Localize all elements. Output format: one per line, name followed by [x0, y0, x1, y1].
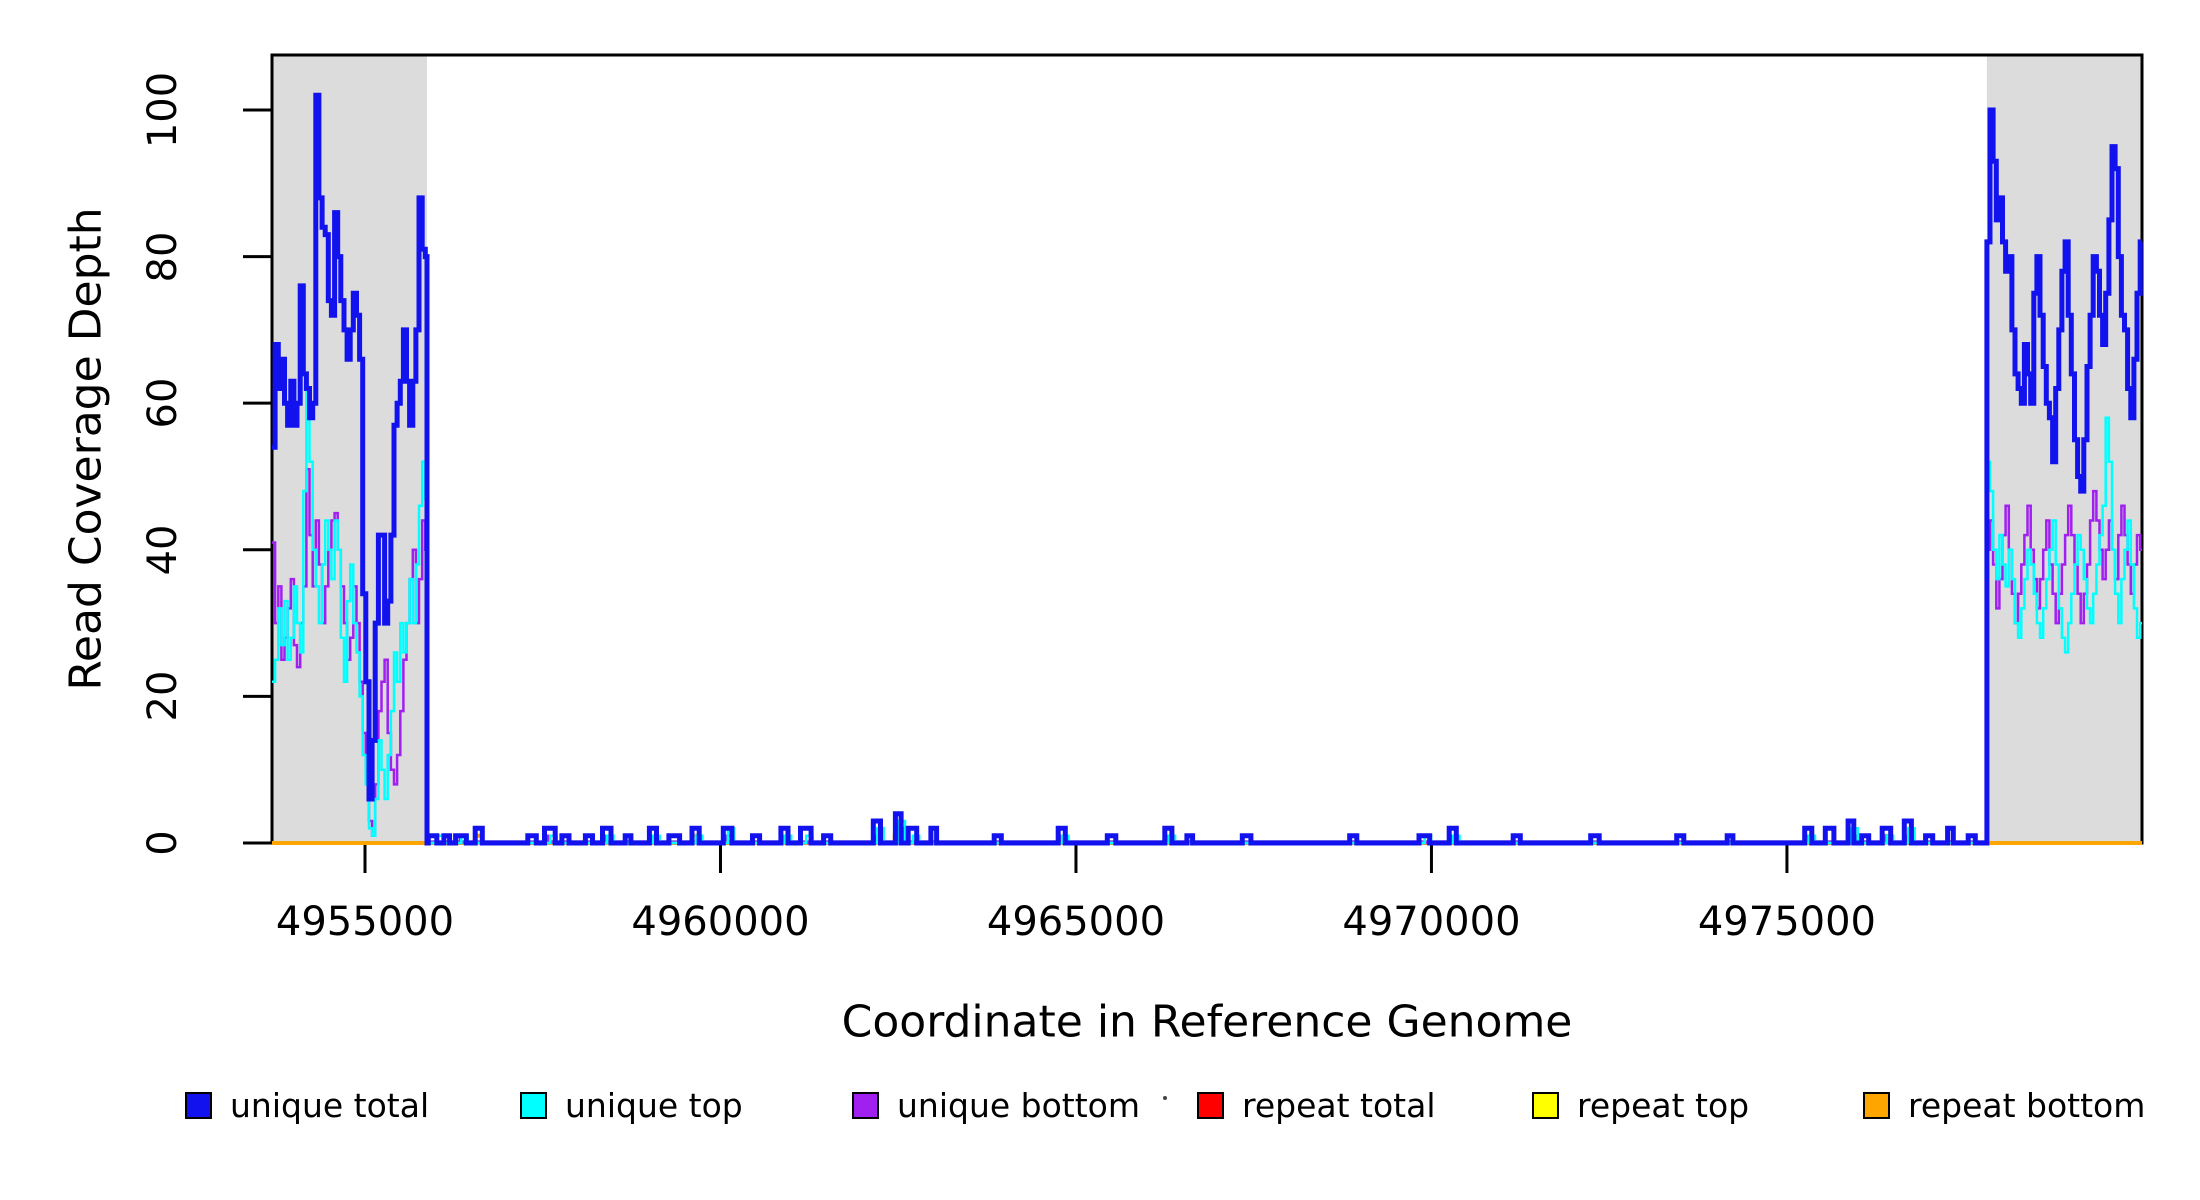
x-tick-label: 4960000 — [631, 899, 810, 945]
x-axis-title: Coordinate in Reference Genome — [841, 996, 1573, 1048]
y-axis-title: Read Coverage Depth — [60, 207, 112, 691]
legend-item-unique-bottom: unique bottom — [852, 1085, 1141, 1125]
legend-label: unique total — [230, 1085, 430, 1125]
legend-label: repeat top — [1577, 1085, 1750, 1125]
series-unique-bottom-line — [272, 467, 2142, 845]
legend-swatch-repeat-bottom — [1863, 1091, 1890, 1119]
y-tick-label: 80 — [140, 231, 186, 283]
plot-box — [270, 53, 2144, 845]
legend-swatch-repeat-top — [1532, 1091, 1559, 1119]
y-tick-label: 0 — [140, 830, 186, 856]
legend-swatch-unique-top — [520, 1091, 547, 1119]
series-unique-total-line — [272, 92, 2143, 846]
legend-label: unique top — [565, 1085, 743, 1125]
series-unique-top-line — [272, 387, 2142, 845]
x-tick-label: 4975000 — [1697, 899, 1877, 945]
y-tick-label: 20 — [140, 670, 186, 722]
y-tick-label: 60 — [140, 377, 186, 429]
legend-item-repeat-total: repeat total — [1197, 1085, 1436, 1125]
x-tick-label: 4970000 — [1342, 899, 1521, 945]
legend-swatch-unique-total — [185, 1091, 212, 1119]
y-tick-label: 100 — [140, 71, 186, 149]
legend-label: unique bottom — [897, 1085, 1141, 1125]
legend-item-repeat-top: repeat top — [1532, 1085, 1750, 1125]
legend-item-unique-top: unique top — [520, 1085, 743, 1125]
stray-dot-artifact — [1163, 1096, 1167, 1100]
legend-swatch-unique-bottom — [852, 1091, 879, 1119]
legend-item-unique-total: unique total — [185, 1085, 430, 1125]
x-tick-label: 4955000 — [275, 899, 455, 945]
x-tick-label: 4965000 — [986, 899, 1166, 945]
legend-swatch-repeat-total — [1197, 1091, 1224, 1119]
y-tick-label: 40 — [140, 524, 186, 576]
left-flank-highlight — [272, 55, 427, 843]
legend-label: repeat total — [1242, 1085, 1436, 1125]
legend-item-repeat-bottom: repeat bottom — [1863, 1085, 2146, 1125]
legend-label: repeat bottom — [1908, 1085, 2146, 1125]
